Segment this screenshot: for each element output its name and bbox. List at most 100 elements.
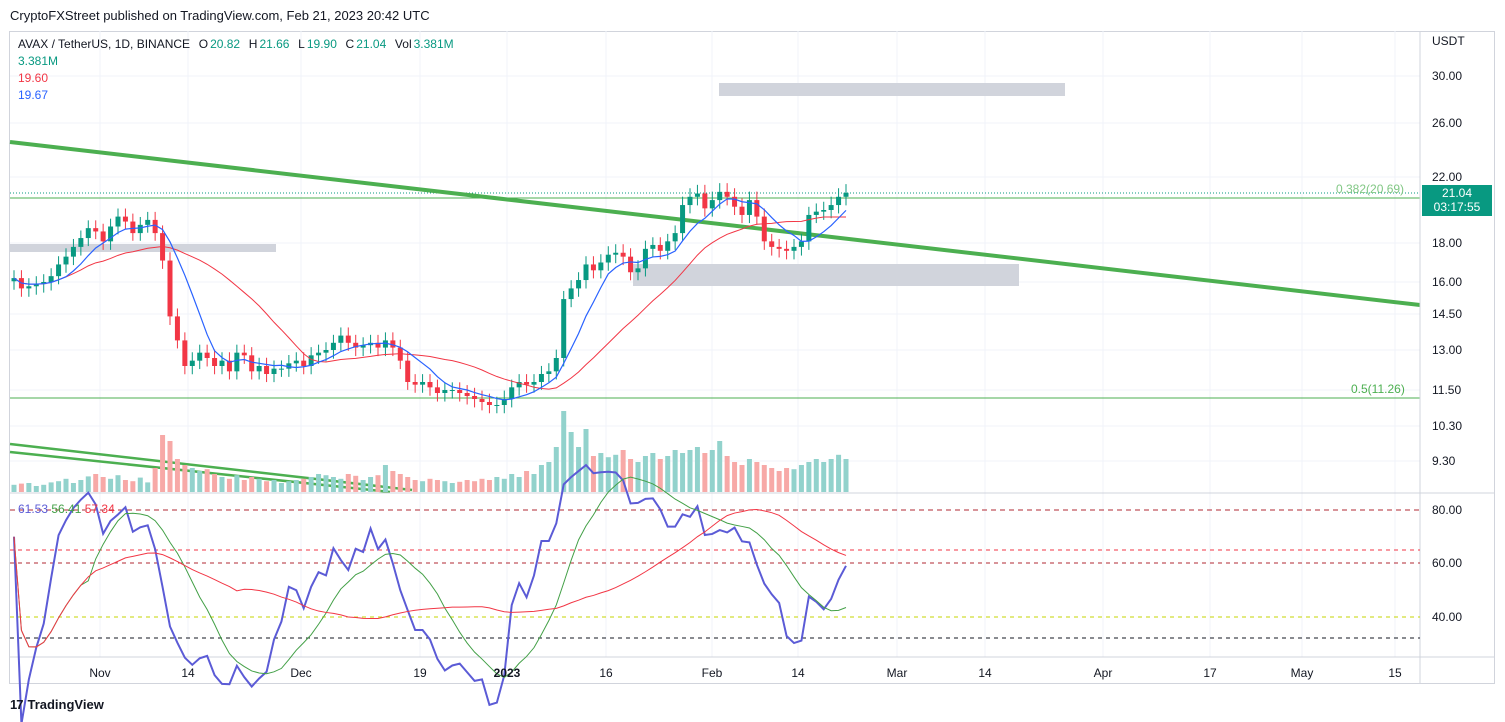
volume-bar [226,478,232,492]
rsi-value: 61.53 [18,502,49,516]
supply-demand-zones [10,83,1065,286]
candle-body [828,205,834,210]
candle-body [791,246,797,251]
candle-body [174,316,180,341]
time-axis-label: 16 [599,666,613,680]
volume-bar [709,450,715,492]
time-axis: Nov 14 Dec 19 2023 16 Feb 14 Mar 14 Apr 17 May 15 [89,666,1402,680]
descending-trendline [9,140,1421,307]
candle-body [323,350,329,353]
volume-bar [821,462,827,492]
volume-bar [813,459,819,492]
chart-frame [9,31,1495,684]
candle-body [108,226,114,242]
candle-body [182,340,188,366]
rsi-ma2-line [13,508,847,648]
close-label: C [345,37,355,51]
volume-bar [241,480,247,492]
volume-bar [761,465,767,492]
high-value: 21.66 [259,37,290,51]
candle-body [375,342,381,348]
last-price-badge: 21.04 03:17:55 [1422,185,1492,216]
time-axis-label: 2023 [494,666,521,680]
volume-bar [56,481,62,492]
published-header: CryptoFXStreet published on TradingView.… [10,8,430,23]
candle-body [412,382,418,385]
candle-body [212,358,218,366]
volume-bar [509,474,515,492]
footer-brand[interactable]: 17 TradingView [10,697,104,712]
candle-body [650,244,656,249]
currency-label: USDT [1432,34,1465,48]
volume-bar [546,462,552,492]
volume-bar [568,432,574,492]
low-label: L [298,37,305,51]
candle-body [241,352,247,356]
candle-body [687,196,693,206]
rsi-legend: 61.53 56.41 57.34 [18,502,115,516]
grid-lines [10,31,1420,657]
candle-body [642,248,648,269]
volume-bar [182,465,188,492]
volume-bar [486,480,492,492]
volume-bar [108,478,114,492]
candle-body [605,254,611,263]
candle-body [576,280,582,289]
time-axis-label: 14 [978,666,992,680]
price-axis-label: 10.30 [1432,419,1462,433]
tradingview-logo-icon: 17 [10,697,24,712]
candle-body [353,342,359,348]
candle-body [531,382,537,385]
time-axis-label: 19 [413,666,427,680]
volume-bar [122,480,128,492]
volume-bar [93,474,99,492]
rsi-axis-60: 60.00 [1432,556,1462,570]
ma-blue-value: 19.67 [18,88,49,102]
symbol-label[interactable]: AVAX / TetherUS, 1D, BINANCE [18,37,191,51]
candle-body [516,382,522,388]
time-axis-label: 15 [1388,666,1402,680]
volume-bar [316,474,322,492]
price-axis-label: 22.00 [1432,170,1462,184]
candle-body [226,360,232,372]
volume-bar [145,482,151,492]
price-axis-label: 9.30 [1432,454,1456,468]
volume-bar [806,462,812,492]
volume-bar [293,480,299,492]
candle-body [546,371,552,374]
candle-body [56,264,62,277]
rsi-ma2-value: 57.34 [84,502,115,516]
volume-bar [167,441,173,492]
volume-bar [442,481,448,492]
volume-bar [197,471,203,492]
volume-bar [702,453,708,492]
volume-bar [576,447,582,492]
price-axis-label: 14.50 [1432,307,1462,321]
candle-body [613,252,619,255]
volume-value: 3.381M [413,37,454,51]
candle-body [301,360,307,366]
high-label: H [248,37,258,51]
candle-body [264,366,270,374]
rsi-axis-40: 40.00 [1432,610,1462,624]
volume-bar [397,474,403,492]
candle-body [330,342,336,350]
time-axis-label: Dec [290,666,311,680]
candle-body [256,366,262,372]
candle-body [761,216,767,242]
candle-body [122,216,128,222]
volume-bar [769,468,775,492]
time-axis-label: Feb [702,666,723,680]
price-axis-label: 30.00 [1432,69,1462,83]
volume-bar [278,483,284,492]
candle-body [694,193,700,197]
volume-bar [100,477,106,492]
volume-bar [672,450,678,492]
price-axis-label: 18.00 [1432,236,1462,250]
volume-bar [420,481,426,492]
candle-body [338,335,344,343]
volume-bar [531,474,537,492]
volume-bar [78,480,84,492]
price-axis-label: 13.00 [1432,343,1462,357]
